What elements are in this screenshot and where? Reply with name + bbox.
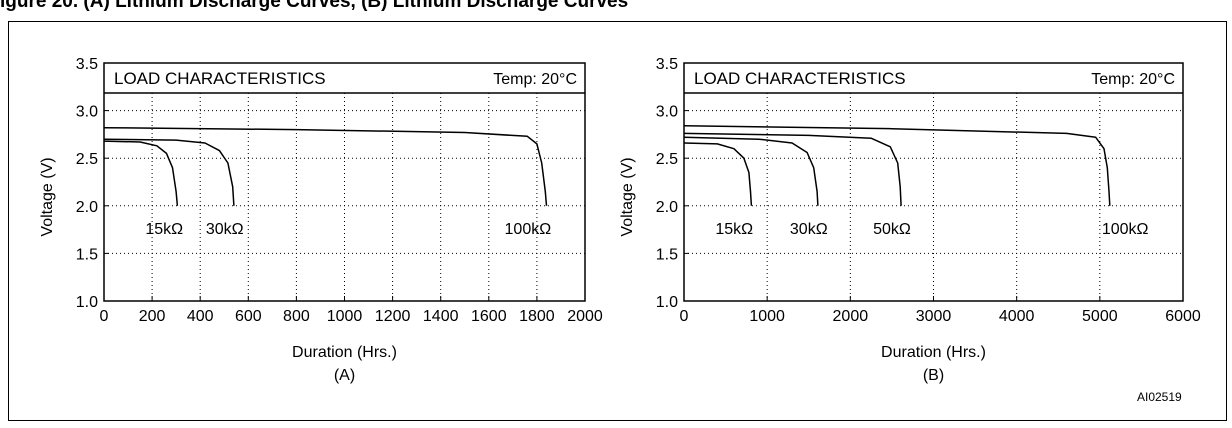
chart-a-x-tick-label: 1600	[471, 308, 507, 325]
chart-b-panel-label: (B)	[923, 367, 944, 384]
chart-b-series-label-2: 50kΩ	[873, 221, 911, 238]
chart-b-y-tick-label: 1.5	[656, 246, 678, 263]
chart-a-title: LOAD CHARACTERISTICS	[114, 69, 326, 88]
chart-a-series-label-1: 30kΩ	[206, 221, 244, 238]
chart-b-series-label-0: 15kΩ	[715, 221, 753, 238]
chart-b-y-axis-label: Voltage (V)	[619, 157, 636, 236]
chart-b-y-tick-label: 3.5	[656, 56, 678, 73]
chart-a-x-tick-label: 400	[187, 308, 214, 325]
chart-a-series-label-2: 100kΩ	[505, 221, 552, 238]
chart-b-series-line-0	[683, 142, 753, 206]
chart-a-x-tick-label: 1000	[327, 308, 363, 325]
chart-a-y-axis-label: Voltage (V)	[39, 157, 56, 236]
chart-b-x-tick-label: 6000	[1165, 308, 1201, 325]
chart-b-y-tick-label: 2.5	[656, 151, 678, 168]
chart-a-y-tick-label: 2.0	[76, 199, 98, 216]
chart-b-series-line-1	[683, 136, 819, 206]
figure-caption: igure 20. (A) Lithium Discharge Curves, …	[0, 0, 629, 12]
chart-b-x-axis-label: Duration (Hrs.)	[881, 344, 986, 361]
chart-a-x-tick-label: 1800	[519, 308, 555, 325]
chart-b-y-tick-label: 1.0	[656, 294, 678, 311]
chart-a-x-tick-label: 1200	[375, 308, 411, 325]
chart-b-x-tick-label: 0	[680, 308, 689, 325]
chart-a-x-axis-label: Duration (Hrs.)	[292, 344, 397, 361]
chart-a-series-line-0	[103, 140, 179, 206]
chart-b-temperature: Temp: 20°C	[1091, 71, 1175, 88]
chart-b-x-tick-label: 5000	[1082, 308, 1118, 325]
chart-b-x-tick-label: 3000	[916, 308, 952, 325]
chart-a-panel-label: (A)	[334, 367, 355, 384]
chart-a-x-tick-label: 0	[100, 308, 109, 325]
chart-a-x-tick-label: 2000	[567, 308, 603, 325]
chart-a-series-line-2	[103, 126, 548, 206]
chart-a-y-tick-label: 1.5	[76, 246, 98, 263]
chart-a-y-tick-label: 3.5	[76, 56, 98, 73]
chart-a-series-line-1	[103, 138, 235, 206]
chart-a-y-tick-label: 1.0	[76, 294, 98, 311]
chart-b-series-label-3: 100kΩ	[1102, 221, 1149, 238]
chart-b-title: LOAD CHARACTERISTICS	[694, 69, 906, 88]
chart-b-x-tick-label: 4000	[999, 308, 1035, 325]
chart-b-series-line-3	[683, 125, 1111, 206]
chart-b-y-tick-label: 3.0	[656, 104, 678, 121]
chart-a-series-label-0: 15kΩ	[145, 221, 183, 238]
chart-b-x-tick-label: 1000	[749, 308, 785, 325]
chart-b-x-tick-label: 2000	[833, 308, 869, 325]
figure-frame	[8, 21, 1227, 421]
chart-a-y-tick-label: 2.5	[76, 151, 98, 168]
chart-a-x-tick-label: 1400	[423, 308, 459, 325]
chart-a-x-tick-label: 600	[235, 308, 262, 325]
chart-a-temperature: Temp: 20°C	[493, 71, 577, 88]
chart-b-series-line-2	[683, 132, 902, 206]
chart-a-x-tick-label: 200	[139, 308, 166, 325]
chart-b-y-tick-label: 2.0	[656, 199, 678, 216]
chart-a-x-tick-label: 800	[283, 308, 310, 325]
chart-a-y-tick-label: 3.0	[76, 104, 98, 121]
chart-b-series-label-1: 30kΩ	[790, 221, 828, 238]
figure-id-label: AI02519	[1137, 390, 1182, 404]
